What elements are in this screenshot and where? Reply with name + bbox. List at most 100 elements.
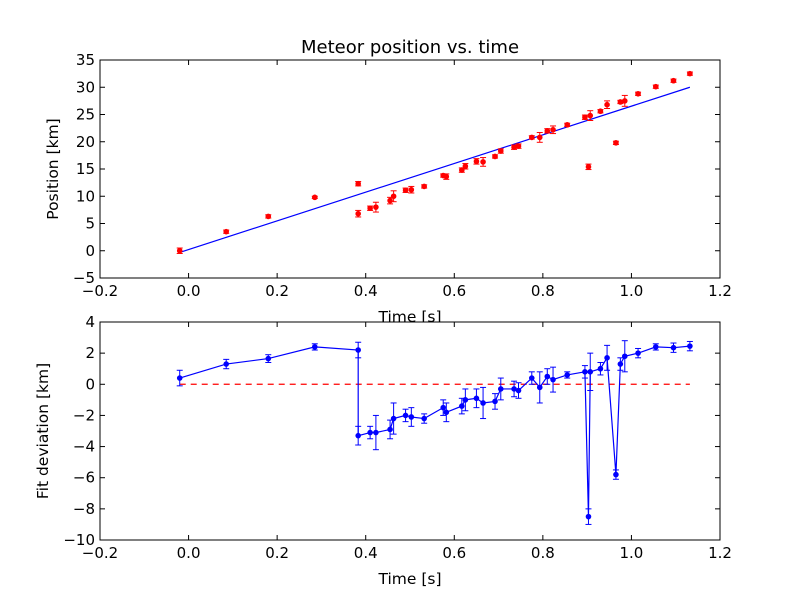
x-tick-label: 0.6 [442,544,466,562]
data-point [311,194,318,201]
data-point [473,395,480,402]
plot-area [100,322,720,540]
data-point [223,228,230,235]
y-tick-label: 0 [85,375,95,393]
x-tick-label: 0.4 [354,282,378,300]
data-point [408,414,415,420]
y-tick-label: 20 [76,133,95,151]
y-tick-label: 0 [85,242,95,260]
data-point [550,376,556,383]
data-point [492,398,498,405]
data-point [176,375,183,381]
data-point [617,99,624,105]
x-tick-label: −0.2 [82,282,118,300]
data-point [311,344,318,350]
data-point [536,384,543,391]
data-point [621,353,628,360]
data-point [597,108,604,115]
data-point [480,159,486,165]
deviation-series-line [179,345,690,517]
x-tick-label: 0.2 [265,544,289,562]
data-point [443,409,450,416]
x-tick-label: 0.0 [177,544,201,562]
data-point [367,205,373,212]
data-point [440,404,447,411]
data-point [587,369,594,375]
x-tick-label: −0.2 [82,544,118,562]
deviation-chart: −0.2 0.0 0.2 0.4 0.6 0.8 1.0 1.2−10−8−6−4−2024 … [34,313,732,588]
y-tick-label: −10 [63,531,95,549]
data-point [597,365,604,372]
data-point [604,355,610,361]
x-tick-label: 1.0 [619,544,643,562]
y-tick-label: 15 [76,160,95,178]
data-point [587,112,594,119]
x-tick-label: 0.6 [442,282,466,300]
data-point [355,180,361,187]
x-tick-label: 1.2 [708,282,732,300]
data-point [402,187,409,194]
data-point [515,387,522,394]
data-point [355,210,361,217]
data-point [544,373,551,380]
data-point [621,98,628,104]
plot-frame [99,59,721,279]
data-point [564,122,571,128]
data-point [459,167,465,173]
data-point [515,143,522,149]
fit-line [179,86,691,253]
data-point [390,415,397,422]
data-point [604,101,610,108]
y-tick-label: 25 [76,106,95,124]
data-point [265,213,272,220]
data-point [355,347,361,353]
x-tick-label: 0.8 [531,282,555,300]
data-point [613,140,619,146]
data-point [408,186,415,193]
data-point [421,183,427,190]
y-axis-label: Fit deviation [km] [34,363,52,499]
data-point [387,426,393,433]
y-tick-label: −4 [73,438,95,456]
data-point [459,403,465,409]
data-point [462,397,469,403]
y-tick-label: 10 [76,187,95,205]
data-point [687,343,693,349]
data-point [635,90,641,97]
x-tick-label: 0.4 [354,544,378,562]
data-point [670,77,677,84]
data-point [550,126,556,133]
data-point [687,70,693,77]
data-point [223,361,230,367]
data-point [473,158,480,165]
y-tick-label: 35 [76,51,95,69]
data-point [528,375,535,381]
data-point [497,386,504,392]
y-tick-label: 5 [85,215,95,233]
data-point [176,247,183,254]
data-point [613,471,619,478]
data-point [511,144,517,150]
data-point [497,148,504,154]
data-point [582,369,588,375]
x-tick-label: 0.2 [265,282,289,300]
plot-area [100,60,720,278]
data-point [421,415,427,422]
data-point [564,372,571,378]
data-point [355,432,361,439]
data-point [373,204,379,210]
data-point [265,355,272,362]
data-point [536,134,543,141]
data-point [443,173,450,180]
data-point [492,153,498,160]
data-point [670,344,677,351]
data-point [390,193,397,200]
y-tick-label: 2 [85,344,95,362]
chart-title: Meteor position vs. time [301,37,519,58]
data-point [585,513,592,520]
data-point [544,128,551,134]
data-point [367,429,373,436]
y-tick-label: −5 [73,269,95,287]
data-point [652,83,659,90]
